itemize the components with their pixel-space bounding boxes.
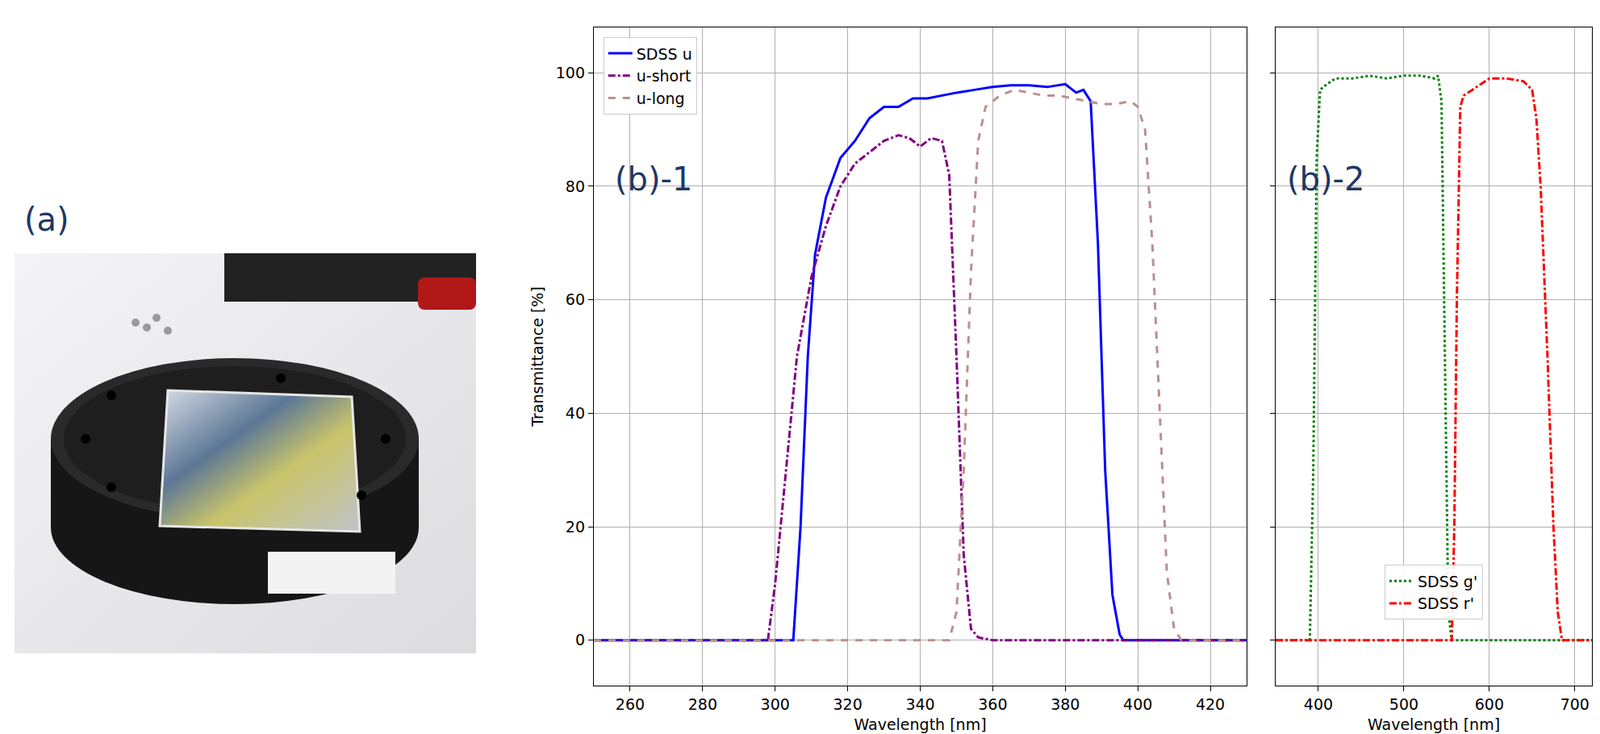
svg-text:(b)-2: (b)-2 bbox=[1286, 160, 1365, 198]
svg-text:(b)-1: (b)-1 bbox=[614, 160, 693, 198]
svg-text:600: 600 bbox=[1474, 695, 1504, 714]
svg-text:Transmittance [%]: Transmittance [%] bbox=[528, 286, 547, 428]
svg-text:320: 320 bbox=[832, 695, 862, 714]
svg-text:280: 280 bbox=[688, 695, 718, 714]
svg-text:100: 100 bbox=[555, 63, 585, 82]
svg-text:300: 300 bbox=[760, 695, 790, 714]
svg-text:700: 700 bbox=[1560, 695, 1590, 714]
svg-text:340: 340 bbox=[905, 695, 935, 714]
svg-text:80: 80 bbox=[565, 177, 585, 196]
html-text:(a): (a) bbox=[24, 200, 70, 239]
svg-text:SDSS u: SDSS u bbox=[636, 45, 693, 63]
svg-text:u-short: u-short bbox=[636, 66, 692, 85]
svg-text:420: 420 bbox=[1195, 695, 1225, 714]
svg-text:Wavelength [nm]: Wavelength [nm] bbox=[1367, 715, 1500, 734]
svg-text:20: 20 bbox=[565, 518, 585, 536]
svg-text:SDSS r': SDSS r' bbox=[1417, 594, 1475, 613]
svg-text:0: 0 bbox=[575, 630, 585, 649]
svg-text:Wavelength [nm]: Wavelength [nm] bbox=[853, 715, 986, 734]
svg-text:SDSS g': SDSS g' bbox=[1417, 572, 1478, 591]
svg-text:500: 500 bbox=[1389, 695, 1419, 714]
svg-text:400: 400 bbox=[1123, 695, 1153, 714]
svg-text:400: 400 bbox=[1303, 695, 1333, 714]
svg-text:260: 260 bbox=[615, 695, 645, 714]
svg-text:360: 360 bbox=[977, 695, 1007, 714]
svg-text:40: 40 bbox=[565, 404, 585, 422]
svg-text:380: 380 bbox=[1050, 695, 1080, 714]
svg-text:60: 60 bbox=[565, 290, 585, 309]
svg-text:u-long: u-long bbox=[636, 89, 686, 108]
